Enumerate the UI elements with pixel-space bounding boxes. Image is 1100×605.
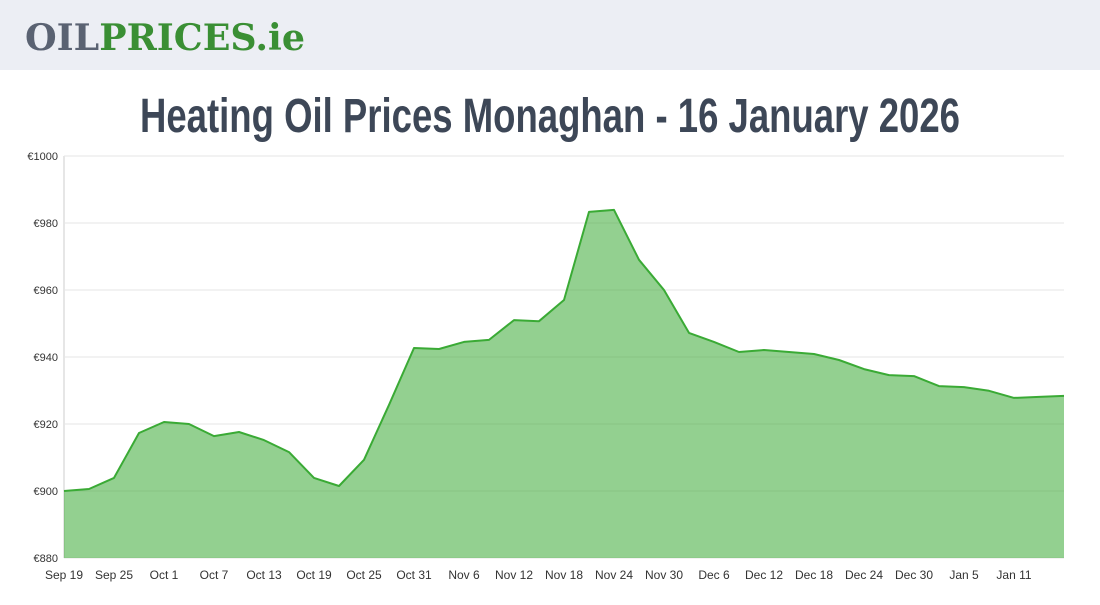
y-tick-label: €900 xyxy=(34,486,58,498)
x-tick-label: Dec 30 xyxy=(895,568,933,582)
x-tick-label: Dec 24 xyxy=(845,568,883,582)
y-tick-label: €920 xyxy=(34,419,58,431)
x-tick-label: Dec 12 xyxy=(745,568,783,582)
x-tick-label: Dec 6 xyxy=(698,568,730,582)
line xyxy=(63,208,1065,492)
x-tick-label: Nov 30 xyxy=(645,568,683,582)
x-tick-label: Dec 18 xyxy=(795,568,833,582)
logo[interactable]: OILPRICES.ie xyxy=(25,17,305,59)
x-tick-label: Jan 5 xyxy=(949,568,979,582)
x-tick-label: Sep 19 xyxy=(45,568,83,582)
x-tick-label: Oct 7 xyxy=(200,568,229,582)
logo-tld: .ie xyxy=(255,17,305,59)
x-tick-label: Oct 1 xyxy=(150,568,179,582)
area xyxy=(64,209,1064,558)
y-tick-label: €960 xyxy=(34,285,58,297)
x-tick-label: Nov 6 xyxy=(448,568,480,582)
header-bar xyxy=(0,0,1100,70)
x-tick-label: Sep 25 xyxy=(95,568,133,582)
y-tick-label: €880 xyxy=(34,553,58,565)
x-tick-label: Oct 25 xyxy=(346,568,382,582)
x-tick-label: Oct 31 xyxy=(396,568,432,582)
y-tick-label: €1000 xyxy=(27,151,58,163)
x-tick-label: Oct 13 xyxy=(246,568,282,582)
logo-oil: OIL xyxy=(25,17,99,59)
x-tick-label: Nov 24 xyxy=(595,568,633,582)
chart-title: Heating Oil Prices Monaghan - 16 January… xyxy=(140,90,960,143)
logo-prices: PRICES xyxy=(99,17,255,59)
y-tick-label: €980 xyxy=(34,218,58,230)
x-tick-label: Oct 19 xyxy=(296,568,332,582)
x-tick-label: Nov 12 xyxy=(495,568,533,582)
y-tick-label: €940 xyxy=(34,352,58,364)
x-tick-label: Jan 11 xyxy=(996,568,1031,582)
x-tick-label: Nov 18 xyxy=(545,568,583,582)
